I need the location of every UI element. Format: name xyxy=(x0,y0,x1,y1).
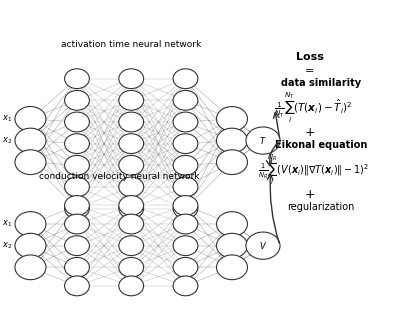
Circle shape xyxy=(173,112,198,132)
Text: $T$: $T$ xyxy=(259,135,267,146)
Text: $x_1$: $x_1$ xyxy=(2,219,12,229)
Circle shape xyxy=(64,199,89,218)
Circle shape xyxy=(173,214,198,234)
Circle shape xyxy=(119,90,144,110)
Text: $V$: $V$ xyxy=(259,240,267,251)
Circle shape xyxy=(15,128,46,153)
Circle shape xyxy=(173,276,198,296)
Text: activation time neural network: activation time neural network xyxy=(61,40,201,49)
Circle shape xyxy=(119,69,144,89)
Circle shape xyxy=(64,112,89,132)
Circle shape xyxy=(15,212,46,236)
Circle shape xyxy=(15,233,46,258)
Text: $x_1$: $x_1$ xyxy=(2,114,12,124)
Circle shape xyxy=(64,236,89,256)
Text: regularization: regularization xyxy=(288,202,355,212)
Circle shape xyxy=(64,257,89,277)
Circle shape xyxy=(119,134,144,154)
Circle shape xyxy=(119,276,144,296)
Circle shape xyxy=(64,155,89,175)
Circle shape xyxy=(246,232,280,259)
Circle shape xyxy=(246,127,280,154)
Circle shape xyxy=(216,255,248,280)
Circle shape xyxy=(119,214,144,234)
Circle shape xyxy=(173,90,198,110)
Circle shape xyxy=(173,196,198,215)
Circle shape xyxy=(216,150,248,174)
Circle shape xyxy=(173,69,198,89)
Circle shape xyxy=(64,214,89,234)
Circle shape xyxy=(64,196,89,215)
Circle shape xyxy=(64,276,89,296)
Text: conduction velocity neural network: conduction velocity neural network xyxy=(39,172,200,181)
Text: $\frac{1}{N_T} \sum_{i}^{N_T}(T(\boldsymbol{x}_i) - \hat{T}_i)^2$: $\frac{1}{N_T} \sum_{i}^{N_T}(T(\boldsym… xyxy=(274,91,353,125)
Circle shape xyxy=(173,177,198,197)
Text: =: = xyxy=(305,66,314,76)
Text: Loss: Loss xyxy=(296,52,324,62)
Circle shape xyxy=(173,199,198,218)
Circle shape xyxy=(64,177,89,197)
Text: $\frac{1}{N_R} \sum_{i}^{N_R}(V(\boldsymbol{x}_i)\|\nabla T(\boldsymbol{x}_i)\| : $\frac{1}{N_R} \sum_{i}^{N_R}(V(\boldsym… xyxy=(258,153,369,187)
Circle shape xyxy=(173,155,198,175)
Circle shape xyxy=(64,134,89,154)
Circle shape xyxy=(119,155,144,175)
Circle shape xyxy=(216,212,248,236)
Text: +: + xyxy=(304,188,315,201)
Circle shape xyxy=(216,233,248,258)
Circle shape xyxy=(15,106,46,131)
Circle shape xyxy=(119,199,144,218)
Text: $x_2$: $x_2$ xyxy=(2,241,12,251)
Circle shape xyxy=(216,106,248,131)
Text: +: + xyxy=(304,126,315,139)
Circle shape xyxy=(119,196,144,215)
Circle shape xyxy=(15,150,46,174)
Text: Eikonal equation: Eikonal equation xyxy=(275,140,367,150)
Text: data similarity: data similarity xyxy=(281,78,361,88)
Text: $x_2$: $x_2$ xyxy=(2,135,12,146)
Circle shape xyxy=(119,257,144,277)
Circle shape xyxy=(119,112,144,132)
Circle shape xyxy=(173,134,198,154)
Circle shape xyxy=(173,236,198,256)
Circle shape xyxy=(15,255,46,280)
Circle shape xyxy=(119,177,144,197)
Circle shape xyxy=(64,90,89,110)
Circle shape xyxy=(64,69,89,89)
Circle shape xyxy=(216,128,248,153)
Circle shape xyxy=(119,236,144,256)
Circle shape xyxy=(173,257,198,277)
